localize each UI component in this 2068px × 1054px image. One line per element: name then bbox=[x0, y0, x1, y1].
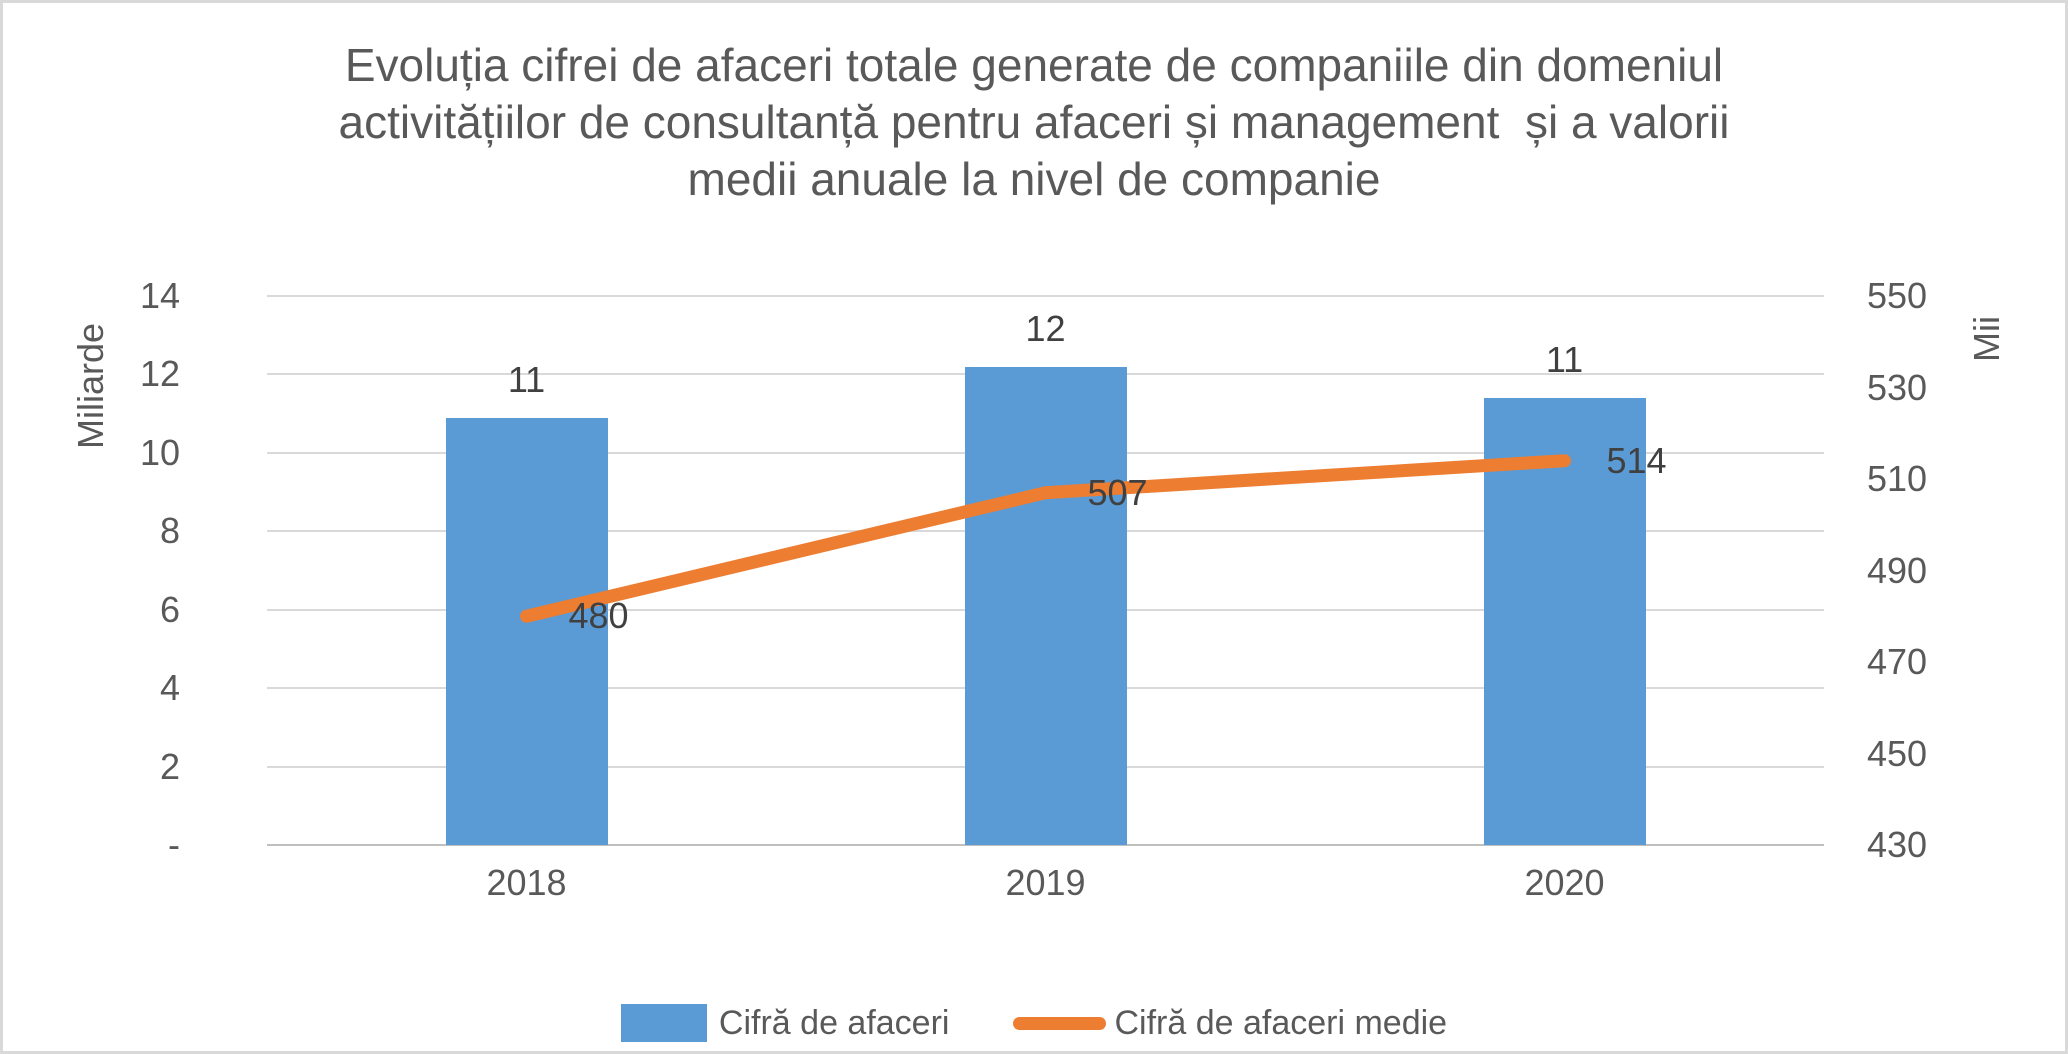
left-axis-tick: 8 bbox=[159, 510, 180, 552]
right-axis-tick-labels: 550 530 510 490 470 450 430 bbox=[1867, 275, 2007, 865]
bar-data-label: 11 bbox=[1545, 338, 1584, 380]
right-axis-tick: 550 bbox=[1867, 275, 1928, 316]
x-axis-line bbox=[267, 844, 1824, 846]
left-axis-tick: 6 bbox=[159, 588, 180, 630]
right-axis-tick: 490 bbox=[1867, 549, 1928, 591]
bar-2020 bbox=[1483, 397, 1646, 845]
right-axis-tick: 470 bbox=[1867, 641, 1928, 682]
right-axis-tick: 430 bbox=[1867, 824, 1928, 865]
x-axis-label: 2018 bbox=[486, 862, 567, 903]
chart-title-line-2: activitățiilor de consultanță pentru afa… bbox=[338, 96, 1730, 148]
left-axis-tick: 4 bbox=[159, 667, 180, 709]
legend-label: Cifră de afaceri bbox=[718, 1003, 950, 1042]
line-path bbox=[520, 454, 1571, 623]
left-axis-tick: 12 bbox=[139, 353, 180, 395]
line-data-label: 514 bbox=[1606, 439, 1667, 481]
legend-item-line-series: Cifră de afaceri medie bbox=[1013, 1004, 1447, 1043]
chart-title-line-1: Evoluția cifrei de afaceri totale genera… bbox=[344, 39, 1724, 91]
plot-area: 11 12 11 480 507 514 bbox=[267, 295, 1824, 846]
x-axis-label: 2020 bbox=[1524, 862, 1605, 903]
bar-data-label: 11 bbox=[507, 358, 546, 400]
line-series bbox=[520, 454, 1571, 623]
left-axis-tick-labels: 14 12 10 8 6 4 2 - bbox=[63, 275, 180, 865]
line-data-label: 507 bbox=[1087, 471, 1148, 513]
bar-data-label: 12 bbox=[1025, 307, 1066, 349]
x-axis-labels: 2018 2019 2020 bbox=[267, 859, 1824, 907]
left-axis-tick: - bbox=[168, 824, 180, 865]
legend-label: Cifră de afaceri medie bbox=[1114, 1003, 1448, 1042]
right-axis-tick: 530 bbox=[1867, 366, 1928, 408]
chart-title-line-3: medii anuale la nivel de companie bbox=[687, 153, 1381, 205]
x-axis-label: 2019 bbox=[1005, 862, 1086, 903]
left-axis-tick: 14 bbox=[139, 275, 180, 316]
right-axis-tick: 450 bbox=[1867, 732, 1928, 774]
bar-series-swatch-icon bbox=[620, 1004, 707, 1042]
left-axis-tick: 2 bbox=[159, 745, 180, 787]
line-data-label: 480 bbox=[568, 595, 629, 637]
chart-title: Evoluția cifrei de afaceri totale genera… bbox=[3, 37, 2065, 208]
bar-2019 bbox=[964, 366, 1127, 845]
legend: Cifră de afaceri Cifră de afaceri medie bbox=[3, 985, 2065, 1051]
left-axis-tick: 10 bbox=[139, 431, 180, 473]
line-series-swatch-icon bbox=[1013, 1016, 1107, 1030]
right-axis-tick: 510 bbox=[1867, 458, 1928, 499]
bar-2018 bbox=[445, 417, 608, 845]
gridline bbox=[267, 295, 1824, 297]
legend-item-bar-series: Cifră de afaceri bbox=[620, 1003, 950, 1043]
